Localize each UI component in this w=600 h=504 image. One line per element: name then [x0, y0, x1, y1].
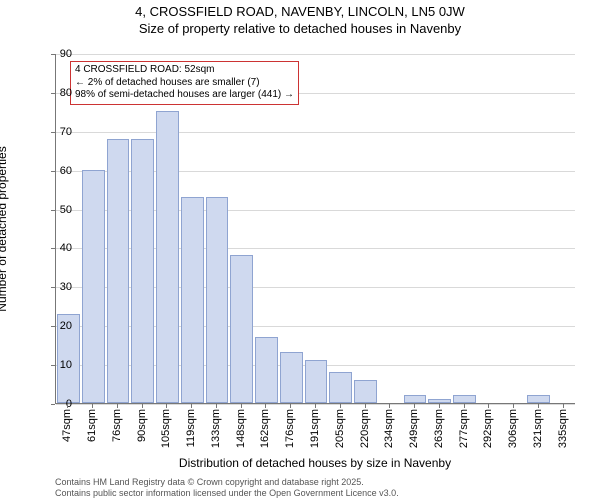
x-tick-label: 61sqm	[86, 409, 98, 442]
x-tick-label: 263sqm	[433, 409, 445, 448]
plot-area	[55, 54, 575, 404]
x-tick-mark	[191, 404, 192, 408]
x-tick-label: 119sqm	[185, 409, 197, 447]
chart-title-line1: 4, CROSSFIELD ROAD, NAVENBY, LINCOLN, LN…	[0, 4, 600, 19]
x-tick-label: 176sqm	[284, 409, 296, 448]
histogram-bar	[206, 197, 229, 403]
x-tick-label: 205sqm	[334, 409, 346, 448]
histogram-bar	[230, 255, 253, 403]
chart-container: Number of detached properties 4 CROSSFIE…	[0, 44, 600, 504]
x-tick-label: 76sqm	[111, 409, 123, 442]
x-tick-label: 335sqm	[557, 409, 569, 448]
gridline	[56, 54, 575, 55]
gridline	[56, 132, 575, 133]
x-tick-label: 306sqm	[507, 409, 519, 448]
y-tick-label: 80	[32, 87, 72, 99]
histogram-bar	[107, 139, 130, 403]
histogram-bar	[527, 395, 550, 403]
histogram-bar	[82, 170, 105, 403]
x-tick-label: 162sqm	[259, 409, 271, 448]
x-tick-mark	[290, 404, 291, 408]
histogram-bar	[255, 337, 278, 403]
x-tick-label: 133sqm	[210, 409, 222, 448]
chart-title-line2: Size of property relative to detached ho…	[0, 21, 600, 36]
x-tick-mark	[340, 404, 341, 408]
x-tick-label: 292sqm	[482, 409, 494, 448]
x-tick-mark	[265, 404, 266, 408]
x-tick-mark	[117, 404, 118, 408]
y-tick-label: 70	[32, 126, 72, 138]
x-tick-mark	[488, 404, 489, 408]
histogram-bar	[428, 399, 451, 403]
y-axis-label: Number of detached properties	[0, 146, 9, 311]
x-tick-mark	[241, 404, 242, 408]
x-tick-label: 277sqm	[458, 409, 470, 448]
annotation-box: 4 CROSSFIELD ROAD: 52sqm ← 2% of detache…	[70, 61, 299, 105]
x-tick-mark	[414, 404, 415, 408]
x-tick-mark	[67, 404, 68, 408]
x-tick-mark	[563, 404, 564, 408]
x-tick-label: 249sqm	[408, 409, 420, 448]
y-tick-label: 90	[32, 48, 72, 60]
x-tick-mark	[315, 404, 316, 408]
y-tick-label: 30	[32, 281, 72, 293]
histogram-bar	[280, 352, 303, 403]
y-tick-label: 40	[32, 242, 72, 254]
footer-text: Contains HM Land Registry data © Crown c…	[55, 477, 575, 500]
y-tick-label: 60	[32, 165, 72, 177]
x-tick-label: 321sqm	[532, 409, 544, 448]
histogram-bar	[131, 139, 154, 403]
histogram-bar	[156, 111, 179, 403]
x-tick-mark	[216, 404, 217, 408]
x-tick-label: 90sqm	[136, 409, 148, 442]
x-tick-mark	[365, 404, 366, 408]
x-tick-label: 105sqm	[160, 409, 172, 448]
footer-line-2: Contains public sector information licen…	[55, 488, 575, 499]
histogram-bar	[354, 380, 377, 403]
x-tick-mark	[439, 404, 440, 408]
histogram-bar	[453, 395, 476, 403]
x-tick-mark	[538, 404, 539, 408]
footer-line-1: Contains HM Land Registry data © Crown c…	[55, 477, 575, 488]
x-tick-label: 47sqm	[61, 409, 73, 442]
annotation-line-3: 98% of semi-detached houses are larger (…	[75, 89, 294, 102]
y-tick-label: 20	[32, 320, 72, 332]
x-tick-mark	[389, 404, 390, 408]
histogram-bar	[181, 197, 204, 403]
x-tick-mark	[464, 404, 465, 408]
x-tick-mark	[92, 404, 93, 408]
x-tick-label: 220sqm	[359, 409, 371, 448]
y-tick-label: 50	[32, 204, 72, 216]
annotation-line-1: 4 CROSSFIELD ROAD: 52sqm	[75, 64, 294, 77]
annotation-line-2: ← 2% of detached houses are smaller (7)	[75, 77, 294, 90]
y-tick-label: 10	[32, 359, 72, 371]
x-tick-mark	[166, 404, 167, 408]
x-tick-label: 191sqm	[309, 409, 321, 448]
x-tick-label: 234sqm	[383, 409, 395, 448]
histogram-bar	[305, 360, 328, 403]
x-axis-label: Distribution of detached houses by size …	[55, 456, 575, 470]
histogram-bar	[404, 395, 427, 403]
x-tick-mark	[513, 404, 514, 408]
x-tick-mark	[142, 404, 143, 408]
histogram-bar	[329, 372, 352, 403]
x-tick-label: 148sqm	[235, 409, 247, 448]
